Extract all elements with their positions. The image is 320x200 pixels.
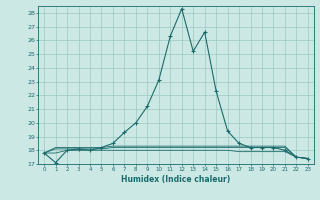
X-axis label: Humidex (Indice chaleur): Humidex (Indice chaleur) bbox=[121, 175, 231, 184]
